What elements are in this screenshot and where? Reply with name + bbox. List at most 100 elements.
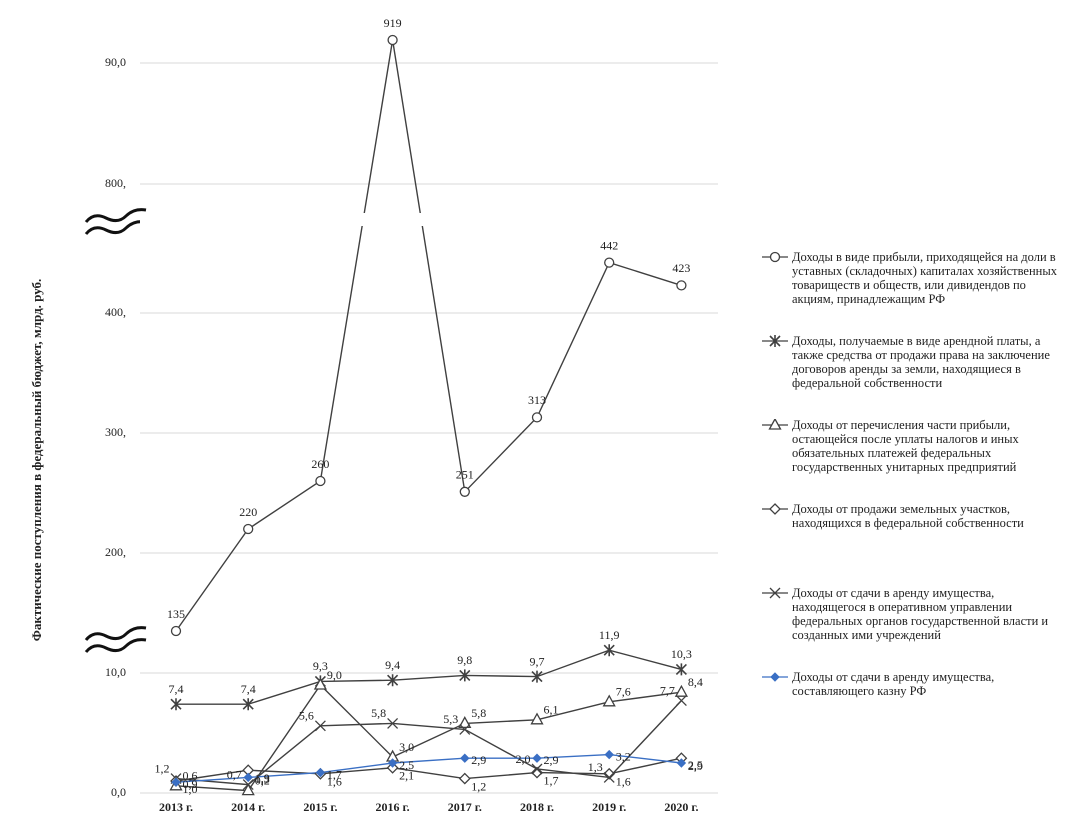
data-label: 1,3 — [255, 772, 270, 786]
marker — [459, 486, 470, 497]
marker-shape — [241, 783, 255, 796]
marker-shape — [531, 670, 543, 683]
legend-symbol — [762, 672, 788, 682]
marker-shape — [458, 716, 472, 729]
markers: 135 220 260 919 251 313 442 423 7,4 7,4 9,3 9,4 9,8 9… — [155, 16, 703, 796]
x-tick-label: 2016 г. — [376, 800, 410, 814]
marker-shape — [387, 758, 398, 768]
data-label: 9,8 — [457, 653, 472, 667]
chart: Фактические поступления в федеральный бю… — [29, 16, 718, 814]
marker — [171, 777, 181, 787]
data-label: 220 — [239, 505, 257, 519]
data-label: 2,0 — [516, 752, 531, 766]
marker-shape — [387, 717, 399, 729]
marker-shape — [603, 771, 615, 783]
y-tick-label: 0,0 — [111, 785, 126, 799]
legend-label: Доходы от продажи земельных участков, на… — [792, 502, 1024, 530]
marker-shape — [315, 767, 326, 778]
y-axis-label: Фактические поступления в федеральный бю… — [29, 279, 44, 642]
data-label: 11,9 — [599, 628, 620, 642]
data-label: 442 — [600, 238, 618, 252]
axis-break-gap — [140, 213, 718, 226]
data-label: 5,8 — [371, 706, 386, 720]
y-tick-label: 300, — [105, 425, 126, 439]
marker — [531, 763, 543, 775]
marker — [676, 280, 687, 291]
marker-shape — [459, 723, 471, 735]
data-label: 0,9 — [183, 777, 198, 791]
marker-shape — [458, 772, 471, 785]
data-label: 0,2 — [255, 773, 270, 787]
series-line — [175, 683, 682, 792]
legend-label: Доходы в виде прибыли, приходящейся на д… — [792, 250, 1057, 306]
x-tick-label: 2020 г. — [664, 800, 698, 814]
data-label: 7,7 — [660, 683, 675, 697]
marker — [458, 716, 472, 729]
data-label: 423 — [672, 261, 690, 275]
data-label: 6,1 — [544, 703, 559, 717]
data-label: 9,7 — [530, 654, 545, 668]
marker — [387, 34, 398, 46]
marker-shape — [675, 695, 687, 707]
marker — [531, 766, 543, 779]
data-label: 135 — [167, 607, 185, 621]
marker — [387, 674, 399, 687]
marker-shape — [770, 672, 780, 682]
marker — [313, 677, 327, 690]
data-label: 7,4 — [169, 682, 184, 696]
marker — [387, 717, 399, 729]
x-tick-label: 2019 г. — [592, 800, 626, 814]
marker-shape — [532, 753, 542, 763]
marker-shape — [768, 419, 782, 430]
marker-shape — [386, 761, 399, 774]
marker-shape — [604, 749, 614, 760]
legend-item: Доходы от сдачи в аренду имущества, нахо… — [760, 586, 1060, 656]
data-label: 2,9 — [688, 759, 703, 773]
marker-shape — [530, 712, 544, 725]
data-label: 2,9 — [471, 753, 486, 767]
marker — [603, 771, 615, 783]
marker — [769, 251, 781, 263]
axis-break — [84, 208, 147, 235]
legend-symbol — [762, 335, 788, 347]
marker-shape — [459, 486, 470, 497]
marker-shape — [460, 753, 470, 763]
marker — [314, 720, 326, 732]
marker — [242, 779, 254, 791]
marker — [531, 412, 543, 423]
y-tick-label: 400, — [105, 305, 126, 319]
marker — [531, 670, 543, 683]
marker — [604, 749, 614, 760]
marker — [769, 587, 781, 599]
legend: Доходы в виде прибыли, приходящейся на д… — [760, 250, 1060, 754]
marker-shape — [531, 766, 543, 779]
data-label: 1,0 — [183, 782, 198, 796]
data-label: 313 — [528, 393, 546, 407]
marker-shape — [603, 767, 616, 780]
marker — [170, 698, 182, 711]
data-label: 9,0 — [327, 668, 342, 682]
marker — [674, 684, 688, 697]
marker — [242, 698, 254, 711]
marker-shape — [243, 772, 253, 783]
marker-shape — [676, 758, 687, 768]
marker-shape — [314, 720, 326, 732]
marker — [460, 753, 470, 763]
data-label: 1,9 — [255, 771, 270, 785]
data-label: 2,5 — [688, 758, 703, 772]
marker-shape — [170, 698, 182, 711]
data-label: 2,1 — [399, 769, 414, 783]
marker — [243, 772, 253, 783]
legend-label: Доходы от сдачи в аренду имущества, нахо… — [792, 586, 1049, 642]
data-label: 1,2 — [471, 779, 486, 793]
marker-shape — [387, 674, 399, 687]
marker — [315, 475, 326, 487]
marker-shape — [769, 503, 781, 515]
marker-shape — [769, 335, 781, 347]
marker — [602, 694, 616, 707]
data-label: 1,6 — [616, 775, 631, 789]
marker-shape — [242, 779, 254, 791]
data-label: 2,9 — [544, 753, 559, 767]
marker — [603, 644, 615, 657]
data-label: 8,4 — [688, 675, 703, 689]
